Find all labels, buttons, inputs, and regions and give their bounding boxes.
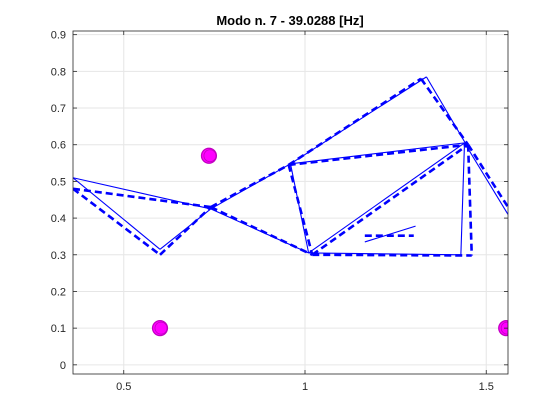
deformed-member-line bbox=[73, 187, 161, 256]
deformed-member-line bbox=[312, 253, 472, 257]
x-tick-label: 1 bbox=[302, 381, 308, 393]
support-marker bbox=[498, 320, 508, 337]
y-tick-label: 0.9 bbox=[51, 30, 66, 42]
y-tick-label: 0.1 bbox=[51, 323, 66, 335]
deformed-member-line bbox=[288, 143, 469, 167]
y-tick-label: 0.6 bbox=[51, 140, 66, 152]
deformed-member-line bbox=[287, 77, 422, 166]
chart-title: Modo n. 7 - 39.0288 [Hz] bbox=[216, 13, 363, 28]
undeformed-member-line bbox=[290, 142, 465, 165]
y-tick-label: 0.3 bbox=[51, 250, 66, 262]
support-marker-ring bbox=[154, 321, 168, 335]
y-tick-label: 0.2 bbox=[51, 286, 66, 298]
y-tick-label: 0.7 bbox=[51, 103, 66, 115]
support-marker-ring bbox=[203, 149, 217, 163]
axes-box bbox=[72, 30, 509, 375]
deformed-member-line bbox=[419, 77, 470, 146]
grid bbox=[73, 31, 508, 374]
y-tick-label: 0 bbox=[60, 360, 66, 372]
plot-content bbox=[73, 76, 508, 337]
ticks: 0.5 1 1.5 0 0.1 0.2 0.3 0.4 0.5 0.6 0.7 0.8 0.9 bbox=[51, 30, 508, 393]
y-tick-label: 0.8 bbox=[51, 66, 66, 78]
undeformed-member-line bbox=[460, 142, 466, 255]
deformed-member-line bbox=[210, 163, 290, 209]
undeformed-member-line bbox=[464, 142, 508, 215]
support-marker-ring bbox=[500, 321, 508, 335]
deformed-member-line bbox=[466, 144, 474, 256]
x-tick-label: 0.5 bbox=[116, 381, 131, 393]
deformed-member-line bbox=[467, 144, 508, 208]
x-tick-label: 1.5 bbox=[479, 381, 494, 393]
deformed-member-line bbox=[311, 143, 469, 256]
deformed-member-line bbox=[210, 205, 313, 256]
deformed-member-line bbox=[159, 206, 212, 256]
deformed-member-line bbox=[287, 164, 314, 256]
y-tick-label: 0.4 bbox=[51, 213, 66, 225]
plot-area bbox=[73, 76, 508, 337]
undeformed-member-line bbox=[308, 142, 465, 254]
y-tick-label: 0.5 bbox=[51, 176, 66, 188]
axes-background bbox=[73, 31, 508, 374]
deformed-member-line bbox=[73, 187, 211, 209]
undeformed-member-line bbox=[364, 225, 416, 243]
